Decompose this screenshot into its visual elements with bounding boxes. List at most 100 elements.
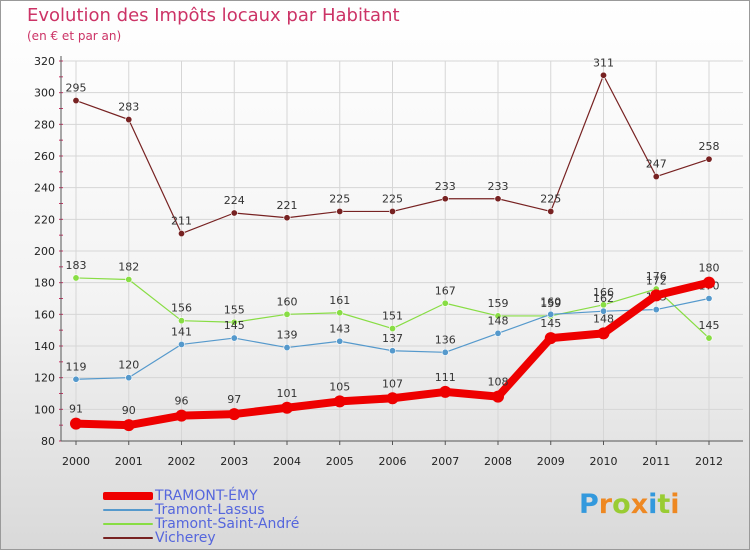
data-label: 211 — [171, 215, 192, 228]
legend-label: Vicherey — [155, 530, 216, 546]
x-tick-label: 2005 — [326, 455, 354, 468]
data-point — [333, 395, 346, 408]
data-label: 96 — [175, 395, 189, 408]
logo-letter: i — [670, 489, 680, 520]
data-label: 145 — [224, 319, 245, 332]
data-label: 91 — [69, 403, 83, 416]
data-label: 111 — [435, 371, 456, 384]
data-point — [125, 116, 133, 124]
y-tick-label: 280 — [34, 118, 55, 131]
data-label: 90 — [122, 404, 136, 417]
data-label: 233 — [488, 180, 509, 193]
data-point — [70, 417, 82, 430]
x-tick-label: 2008 — [484, 455, 512, 468]
proxiti-logo: Proxiti — [579, 489, 680, 520]
data-label: 160 — [277, 295, 298, 308]
data-point — [705, 294, 713, 302]
data-point — [492, 390, 504, 403]
y-tick-label: 160 — [34, 308, 55, 321]
x-tick-label: 2012 — [695, 455, 723, 468]
data-label: 166 — [593, 286, 614, 299]
data-point — [650, 289, 663, 302]
data-label: 145 — [699, 319, 720, 332]
data-point — [72, 274, 80, 282]
data-label: 143 — [329, 322, 350, 335]
data-point — [494, 329, 502, 337]
data-point — [230, 334, 238, 342]
legend-item: Tramont-Lassus — [103, 503, 363, 517]
data-point — [230, 209, 238, 217]
data-label: 105 — [329, 380, 350, 393]
data-point — [705, 155, 713, 163]
data-label: 101 — [277, 387, 298, 400]
data-label: 247 — [646, 158, 667, 171]
data-label: 156 — [171, 302, 192, 315]
data-point — [441, 195, 449, 203]
legend-label: Tramont-Lassus — [155, 502, 265, 518]
legend-swatch — [103, 492, 153, 500]
data-point — [72, 375, 80, 383]
data-point — [125, 374, 133, 382]
data-label: 141 — [171, 325, 192, 338]
data-label: 148 — [593, 312, 614, 325]
data-point — [178, 340, 186, 348]
data-label: 151 — [382, 310, 403, 323]
data-label: 136 — [435, 333, 456, 346]
data-label: 311 — [593, 56, 614, 69]
data-label: 176 — [646, 270, 667, 283]
data-point — [178, 230, 186, 238]
data-point — [388, 207, 396, 215]
y-tick-label: 140 — [34, 340, 55, 353]
data-label: 182 — [118, 261, 139, 274]
data-point — [283, 214, 291, 222]
data-point — [281, 401, 293, 414]
data-label: 119 — [66, 360, 87, 373]
data-point — [652, 173, 660, 181]
data-label: 183 — [66, 259, 87, 272]
x-tick-label: 2003 — [220, 455, 248, 468]
x-tick-label: 2011 — [642, 455, 670, 468]
data-point — [652, 306, 660, 314]
x-tick-label: 2000 — [62, 455, 90, 468]
data-label: 225 — [382, 192, 403, 205]
data-label: 225 — [329, 192, 350, 205]
data-label: 145 — [540, 317, 561, 330]
legend-label: Tramont-Saint-André — [155, 516, 300, 532]
y-tick-label: 80 — [41, 435, 55, 448]
data-label: 161 — [329, 294, 350, 307]
data-label: 258 — [699, 140, 720, 153]
data-point — [228, 408, 241, 421]
data-label: 224 — [224, 194, 245, 207]
data-point — [547, 310, 555, 318]
y-tick-label: 200 — [34, 245, 55, 258]
data-label: 155 — [224, 303, 245, 316]
data-label: 137 — [382, 332, 403, 345]
data-label: 97 — [227, 393, 241, 406]
data-label: 180 — [699, 262, 720, 275]
data-label: 172 — [646, 274, 667, 287]
x-tick-label: 2009 — [537, 455, 565, 468]
x-tick-label: 2007 — [431, 455, 459, 468]
y-tick-label: 220 — [34, 213, 55, 226]
data-label: 107 — [382, 377, 403, 390]
x-tick-label: 2006 — [379, 455, 407, 468]
data-label: 283 — [118, 101, 139, 114]
data-point — [703, 276, 715, 289]
data-point — [388, 347, 396, 355]
x-tick-label: 2001 — [115, 455, 143, 468]
logo-letter: r — [598, 489, 613, 520]
x-tick-label: 2002 — [168, 455, 196, 468]
data-point — [336, 337, 344, 345]
data-label: 139 — [277, 329, 298, 342]
data-point — [283, 344, 291, 352]
legend-swatch — [103, 537, 153, 539]
data-point — [547, 207, 555, 215]
data-label: 108 — [488, 376, 509, 389]
data-point — [705, 334, 713, 342]
data-point — [544, 332, 557, 345]
y-tick-label: 300 — [34, 87, 55, 100]
logo-letter: t — [657, 489, 671, 520]
y-tick-label: 240 — [34, 182, 55, 195]
data-point — [178, 317, 186, 325]
